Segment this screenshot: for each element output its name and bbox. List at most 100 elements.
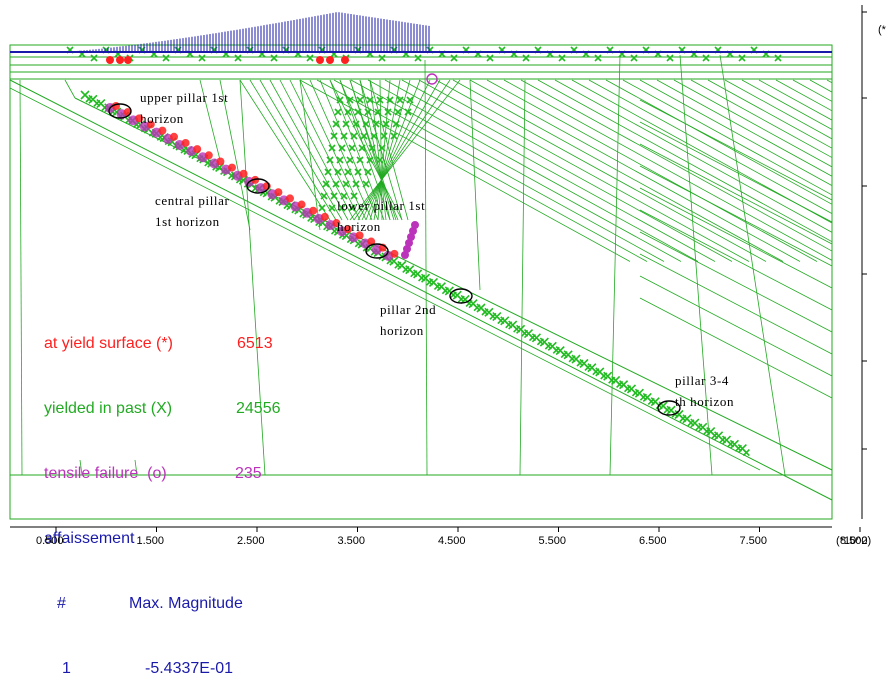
x-tick-label: 1.500 xyxy=(136,535,165,547)
annotation-line: pillar 2nd xyxy=(380,302,437,317)
x-mark xyxy=(350,192,358,200)
x-mark xyxy=(404,108,412,116)
steep-mesh-lines xyxy=(19,54,786,476)
legend-yield-label: at yield surface (*) xyxy=(44,335,173,352)
x-mark xyxy=(666,405,676,415)
hatch-line xyxy=(639,231,833,333)
x-mark xyxy=(579,358,589,368)
x-mark xyxy=(486,54,494,62)
hatch-line xyxy=(369,79,411,221)
yield-mark xyxy=(297,200,306,209)
x-mark xyxy=(328,144,336,152)
hatch-line xyxy=(639,253,833,355)
mesh-line xyxy=(64,79,76,99)
hatch-line xyxy=(639,79,833,186)
x-mark xyxy=(112,107,122,117)
yield-mark xyxy=(204,151,213,160)
x-mark xyxy=(420,273,431,283)
x-mark xyxy=(484,307,494,317)
annotation-line: horizon xyxy=(380,323,424,338)
yield-mark xyxy=(158,126,167,135)
x-mark xyxy=(356,156,364,164)
hatch-line xyxy=(707,79,833,149)
annotation-central-pillar: central pillar 1st horizon xyxy=(155,190,229,232)
x-mark xyxy=(356,96,364,104)
x-mark xyxy=(360,132,368,140)
x-mark xyxy=(334,108,342,116)
x-mark xyxy=(558,54,566,62)
x-mark xyxy=(547,341,557,351)
mesh-line xyxy=(19,79,23,476)
x-mark xyxy=(338,204,346,212)
x-mark xyxy=(336,156,344,164)
annotation-lower-pillar: lower pillar 1st horizon xyxy=(337,195,425,237)
x-mark xyxy=(354,108,362,116)
hatch-line xyxy=(520,79,833,252)
x-axis-ticks xyxy=(55,527,861,532)
x-mark xyxy=(350,132,358,140)
hatch-line xyxy=(639,121,833,223)
x-axis-unit: (*10^2) xyxy=(836,535,872,547)
hatch-line xyxy=(329,79,403,221)
mesh-line xyxy=(219,79,251,231)
x-mark xyxy=(346,156,354,164)
x-mark xyxy=(396,96,404,104)
x-mark xyxy=(522,54,530,62)
hatch-line xyxy=(259,79,343,221)
x-mark xyxy=(340,132,348,140)
x-mark xyxy=(729,439,740,449)
x-mark xyxy=(330,192,338,200)
pillar-ellipse-lower xyxy=(365,243,389,259)
x-mark xyxy=(618,380,629,390)
yield-mark xyxy=(116,56,124,64)
yield-mark xyxy=(316,56,324,64)
x-mark xyxy=(682,414,692,424)
x-mark xyxy=(382,120,390,128)
affaissement-profile xyxy=(62,12,430,52)
x-mark xyxy=(378,144,386,152)
hatch-line xyxy=(639,165,833,267)
x-mark xyxy=(362,180,370,188)
x-mark xyxy=(460,294,470,305)
x-mark xyxy=(436,282,446,292)
x-mark xyxy=(376,156,384,164)
yield-mark xyxy=(135,114,144,123)
hatch-line xyxy=(690,79,833,158)
failure-marks xyxy=(105,56,419,261)
x-mark xyxy=(714,431,724,441)
x-mark xyxy=(492,311,502,322)
hatch-line xyxy=(367,79,699,262)
legend: at yield surface (*) 6513 yielded in past… xyxy=(44,294,281,677)
annotation-line: horizon xyxy=(337,219,381,234)
x-mark xyxy=(334,168,342,176)
x-mark xyxy=(336,96,344,104)
x-tick-label: 2.500 xyxy=(237,535,265,547)
mesh-line xyxy=(134,459,138,476)
legend-yield-count: 6513 xyxy=(237,335,273,352)
x-mark xyxy=(405,265,415,275)
x-mark xyxy=(342,120,350,128)
x-mark xyxy=(342,180,350,188)
x-mark xyxy=(238,175,248,185)
x-tick-label: 4.500 xyxy=(438,535,466,547)
x-mark xyxy=(452,290,462,300)
hatch-line xyxy=(353,79,451,221)
x-mark xyxy=(348,144,356,152)
x-mark xyxy=(634,388,644,398)
mesh-line xyxy=(299,79,321,231)
hatch-line xyxy=(401,79,733,262)
x-mark xyxy=(774,54,782,62)
x-mark xyxy=(630,54,638,62)
yield-mark xyxy=(124,56,132,64)
mesh-line xyxy=(79,459,83,476)
x-mark xyxy=(322,180,330,188)
x-mark xyxy=(358,144,366,152)
mesh-line xyxy=(609,54,621,476)
yield-mark xyxy=(344,225,352,234)
x-mark xyxy=(658,401,668,411)
x-mark xyxy=(162,54,170,62)
x-mark xyxy=(352,120,360,128)
hatch-line xyxy=(384,79,716,262)
hatch-line xyxy=(537,79,833,243)
hatch-line xyxy=(724,79,833,140)
